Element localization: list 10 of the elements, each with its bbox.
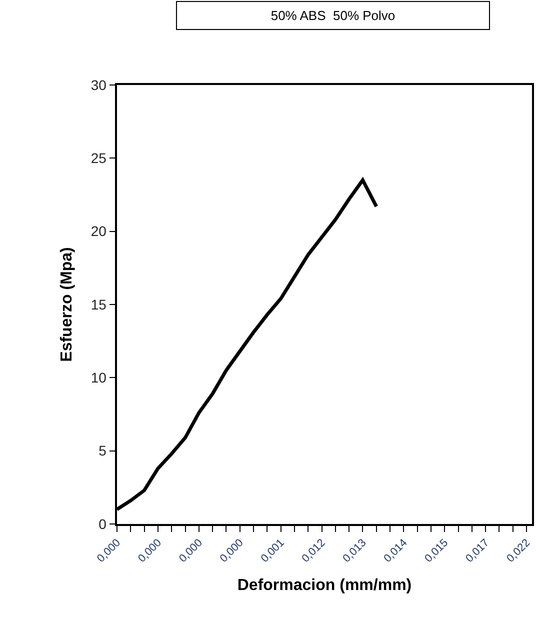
y-axis-title: Esfuerzo (Mpa) (58, 247, 76, 362)
y-tick-label: 30 (90, 76, 107, 93)
chart-title: 50% ABS 50% Polvo (270, 8, 396, 23)
y-tick-label: 10 (90, 370, 107, 386)
y-tick-label: 15 (90, 296, 107, 312)
y-tick-label: 20 (90, 223, 107, 240)
y-tick-label: 25 (90, 150, 107, 166)
y-tick-label: 0 (98, 516, 107, 532)
y-tick-label: 5 (98, 442, 107, 459)
x-axis-title: Deformacion (mm/mm) (237, 577, 412, 594)
